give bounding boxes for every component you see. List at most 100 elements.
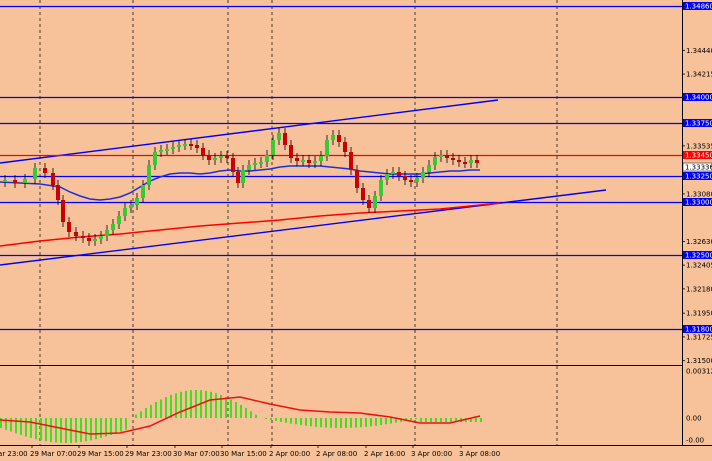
time-tick-label: 2 Apr 00:00 — [269, 450, 310, 458]
candle-body — [123, 208, 127, 216]
level-tag — [683, 251, 712, 259]
histogram-bar — [475, 418, 477, 422]
histogram-bar — [170, 394, 172, 418]
histogram-bar — [90, 418, 92, 441]
candle-body — [51, 173, 55, 185]
level-tag-label: 1.34000 — [685, 94, 712, 102]
candle-body — [67, 222, 71, 232]
histogram-bar — [255, 414, 257, 418]
oscillator-panel — [0, 365, 682, 443]
histogram-bar — [230, 399, 232, 418]
candle-body — [439, 155, 443, 157]
candle-body — [319, 156, 323, 161]
candle-body — [99, 236, 103, 239]
candle-body — [135, 198, 139, 205]
candle-body — [415, 178, 419, 182]
price-tick-label: 1.32630 — [686, 238, 712, 246]
candle-body — [236, 172, 240, 183]
histogram-bar — [45, 418, 47, 442]
histogram-bar — [435, 418, 437, 422]
level-tag-label: 1.33000 — [685, 199, 712, 207]
candle-body — [253, 163, 257, 165]
candle-body — [259, 162, 263, 164]
candle-body — [129, 205, 133, 208]
level-tag-label: 1.31800 — [685, 326, 712, 334]
candle-body — [451, 158, 455, 160]
channel-upper-line — [0, 99, 499, 164]
candle-body — [117, 216, 121, 224]
candle-body — [171, 147, 175, 149]
histogram-bar — [5, 418, 7, 430]
level-tag — [683, 325, 712, 333]
candle-body — [433, 157, 437, 165]
histogram-bar — [325, 418, 327, 428]
candle-body — [355, 170, 359, 188]
candle-body — [367, 200, 371, 208]
candle-body — [87, 238, 91, 241]
histogram-bar — [60, 418, 62, 443]
candle-body — [391, 172, 395, 174]
histogram-bar — [180, 391, 182, 418]
candle-body — [3, 180, 7, 182]
candle-body — [475, 160, 479, 163]
histogram-bar — [355, 418, 357, 428]
time-tick-label: 29 Mar 07:00 — [30, 450, 77, 458]
candle-body — [373, 196, 377, 208]
candle-body — [111, 224, 115, 230]
candle-body — [331, 135, 335, 140]
candle-body — [147, 165, 151, 185]
histogram-bar — [35, 418, 37, 440]
time-tick-label: 2 Apr 16:00 — [364, 450, 405, 458]
candle-body — [231, 158, 235, 172]
histogram-bar — [165, 397, 167, 418]
price-tick-label: 1.33080 — [686, 190, 712, 198]
time-tick-label: Mar 23:00 — [0, 450, 28, 458]
histogram-bar — [125, 418, 127, 430]
candle-body — [379, 180, 383, 196]
histogram-bar — [265, 418, 267, 419]
histogram-bar — [250, 411, 252, 418]
histogram-bar — [25, 418, 27, 437]
time-tick-label: 3 Apr 08:00 — [459, 450, 500, 458]
histogram-bar — [390, 418, 392, 424]
histogram-bar — [145, 408, 147, 418]
histogram-bar — [140, 411, 142, 418]
level-tag — [683, 2, 712, 10]
candle-body — [141, 185, 145, 198]
level-tag-label: 1.33750 — [685, 120, 712, 128]
candle-body — [457, 160, 461, 162]
histogram-bar — [20, 418, 22, 435]
candle-body — [271, 140, 275, 155]
candle-body — [81, 236, 85, 238]
histogram-bar — [50, 418, 52, 443]
candle-body — [421, 172, 425, 178]
histogram-bar — [120, 418, 122, 432]
histogram-bar — [415, 418, 417, 419]
price-tick-label: 1.34215 — [686, 71, 712, 79]
histogram-bar — [320, 418, 322, 428]
signal-line — [0, 396, 481, 435]
histogram-bar — [245, 408, 247, 418]
histogram-bar — [270, 418, 272, 420]
histogram-bar — [295, 418, 297, 425]
candle-body — [283, 133, 287, 145]
time-tick-label: 3 Apr 00:00 — [411, 450, 452, 458]
candle-body — [349, 152, 353, 170]
histogram-bar — [225, 397, 227, 418]
histogram-bar — [450, 418, 452, 422]
candle-body — [23, 179, 27, 183]
candle-body — [397, 172, 401, 176]
candle-body — [165, 149, 169, 151]
histogram-bar — [150, 404, 152, 418]
histogram-bar — [115, 418, 117, 434]
histogram-bar — [105, 418, 107, 437]
level-tag — [683, 151, 712, 159]
current-price-tag — [682, 162, 712, 172]
candle-body — [289, 145, 293, 158]
histogram-bar — [385, 418, 387, 425]
histogram-bar — [285, 418, 287, 423]
histogram-bar — [380, 418, 382, 426]
